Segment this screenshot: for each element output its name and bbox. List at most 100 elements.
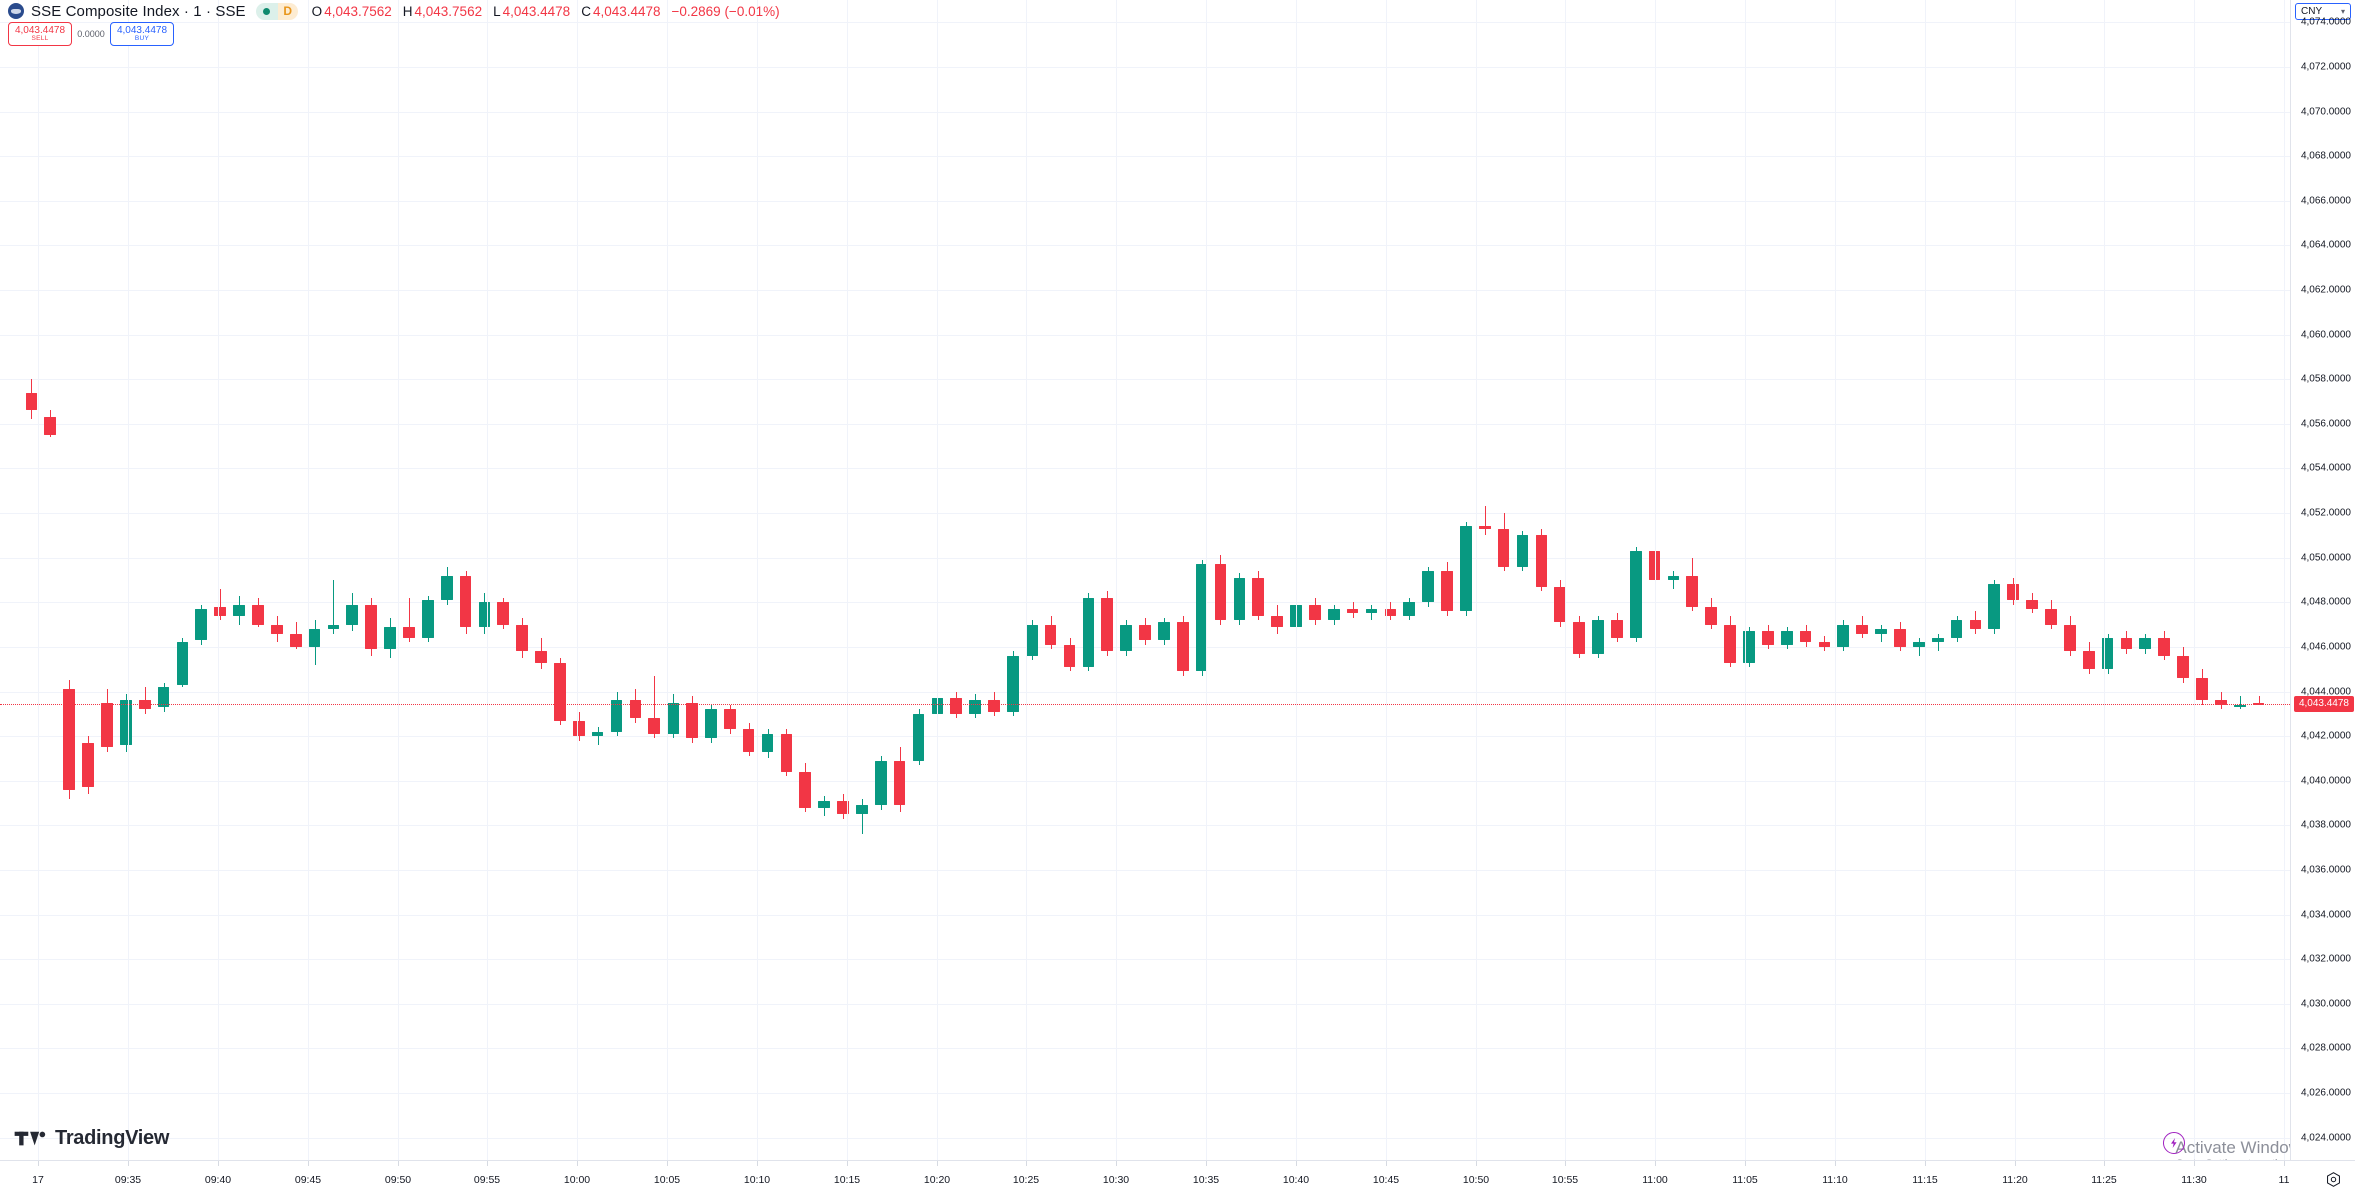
time-axis-settings-icon[interactable] [2324,1170,2343,1189]
time-tick: 10:50 [1462,1174,1490,1186]
chart-canvas[interactable] [0,0,2290,1160]
time-tick: 17 [32,1174,44,1186]
price-tick: 4,066.0000 [2300,195,2351,207]
candle-body [969,700,981,714]
candle-body [403,626,415,638]
price-axis[interactable]: CNY ▾ 4,074.0000 4,072.0000 4,070.0000 4,06… [2290,0,2355,1160]
candle-body [1648,551,1661,580]
grid-line-horizontal [0,602,2290,604]
candle-body [780,733,793,772]
candle-body [818,800,830,808]
time-tick-mark [308,1161,309,1166]
grid-line-horizontal [0,1003,2290,1005]
candle-body [572,720,585,737]
candle-body [1497,528,1510,567]
candle-body [1233,577,1246,621]
alert-lightning-icon[interactable] [2163,1132,2185,1154]
tradingview-watermark: TradingView [14,1127,169,1150]
time-tick-mark [1476,1161,1477,1166]
symbol-title[interactable]: SSE Composite Index · 1 · SSE [31,2,246,20]
price-tick: 4,044.0000 [2300,686,2351,698]
grid-line-vertical [38,0,39,1160]
candle-body [2158,638,2171,656]
grid-line-horizontal [0,780,2290,782]
price-tick: 4,046.0000 [2300,641,2351,653]
time-tick: 09:40 [204,1174,232,1186]
grid-line-horizontal [0,156,2290,158]
grid-line-horizontal [0,557,2290,559]
grid-line-vertical [847,0,848,1160]
grid-line-vertical [308,0,309,1160]
candle-wick [1919,638,1920,656]
grid-line-vertical [1925,0,1926,1160]
open-value: 4,043.7562 [324,3,392,19]
change-value: −0.2869 (−0.01%) [671,3,780,19]
trade-widget[interactable]: 4,043.4478 SELL 0.0000 4,043.4478 BUY [8,22,174,46]
price-tick: 4,038.0000 [2300,819,2351,831]
grid-line-vertical [577,0,578,1160]
grid-line-horizontal [0,1093,2290,1095]
grid-line-horizontal [0,959,2290,961]
grid-line-horizontal [0,66,2290,68]
time-tick: 10:45 [1372,1174,1400,1186]
grid-line-vertical [1835,0,1836,1160]
grid-line-vertical [1116,0,1117,1160]
candle-body [1780,631,1793,645]
buy-button[interactable]: 4,043.4478 BUY [110,22,174,46]
grid-line-horizontal [0,1048,2290,1050]
candle-body [2063,624,2076,652]
price-tick: 4,072.0000 [2300,61,2351,73]
current-price-badge[interactable]: 4,043.4478 [2293,695,2354,712]
candle-body [1082,597,1095,667]
candle-wick [333,580,334,634]
grid-line-horizontal [0,914,2290,916]
grid-line-horizontal [0,423,2290,425]
session-status-pill[interactable]: D [255,2,298,20]
candle-body [384,626,396,650]
price-tick: 4,036.0000 [2300,864,2351,876]
sell-price: 4,043.4478 [14,24,66,36]
grid-line-horizontal [0,379,2290,381]
candle-body [2233,704,2246,707]
time-tick: 10:05 [653,1174,681,1186]
price-tick: 4,064.0000 [2300,239,2351,251]
time-axis[interactable]: 17 09:35 09:40 09:45 09:50 09:55 10:00 10:05 10:… [0,1160,2355,1198]
grid-line-horizontal [0,468,2290,470]
time-tick-mark [1386,1161,1387,1166]
candle-body [176,642,189,685]
price-tick: 4,034.0000 [2300,909,2351,921]
time-tick: 10:00 [563,1174,591,1186]
candle-body [1214,564,1227,621]
sell-button[interactable]: 4,043.4478 SELL [8,22,72,46]
time-tick-mark [218,1161,219,1166]
candle-body [1478,526,1491,529]
candle-body [1101,597,1114,652]
time-tick: 11:15 [1912,1174,1938,1186]
tradingview-brand-label: TradingView [55,1127,170,1149]
candle-body [912,713,925,761]
candle-body [723,709,736,730]
grid-line-horizontal [0,290,2290,291]
candle-body [1195,564,1208,672]
grid-line-horizontal [0,870,2290,871]
current-price-line [0,703,2290,705]
candle-body [1837,624,1850,647]
candle-body [535,651,547,663]
currency-selector[interactable]: CNY ▾ [2295,3,2351,20]
candle-body [2120,638,2133,650]
time-tick-mark [667,1161,668,1166]
candle-body [44,417,57,435]
time-tick-mark [38,1161,39,1166]
time-tick: 10:40 [1282,1174,1310,1186]
candle-body [346,604,359,625]
grid-line-horizontal [0,646,2290,648]
grid-line-horizontal [0,825,2290,827]
candle-body [893,760,906,806]
candle-body [988,700,1000,712]
candle-body [2252,702,2265,705]
high-key: H [402,3,413,19]
grid-line-vertical [1386,0,1387,1160]
candle-body [1007,655,1019,712]
candle-body [1761,631,1774,645]
buy-price: 4,043.4478 [116,24,168,36]
